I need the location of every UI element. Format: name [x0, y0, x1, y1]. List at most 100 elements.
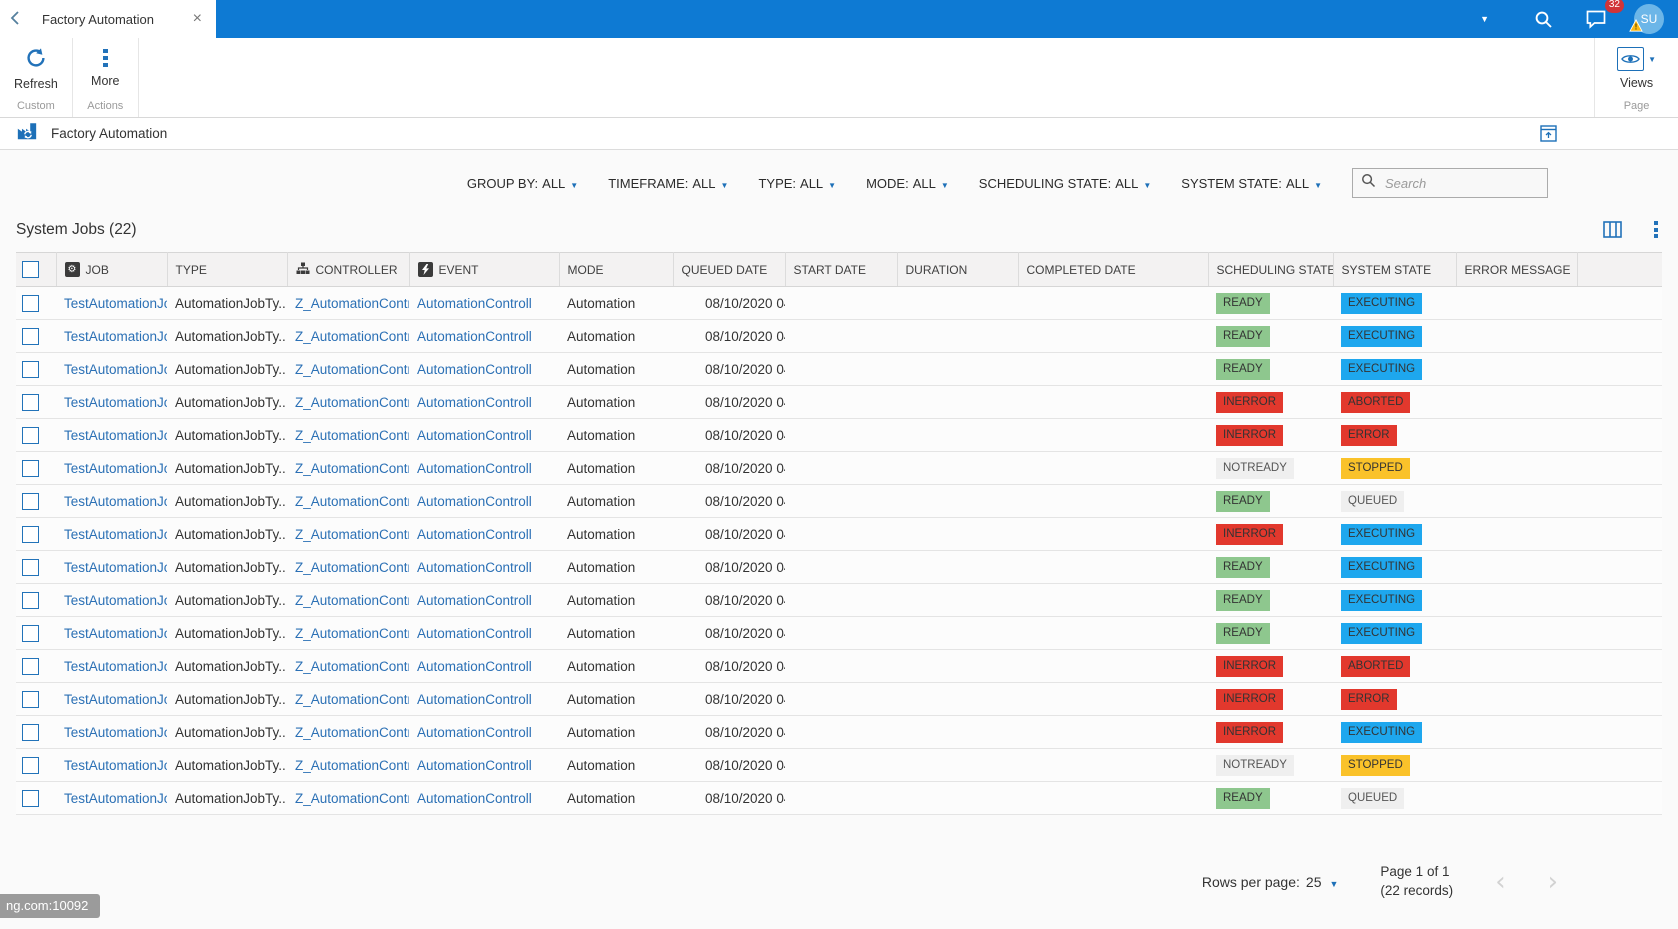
- row-checkbox[interactable]: [22, 426, 39, 444]
- column-header-controller[interactable]: CONTROLLER: [287, 252, 410, 287]
- job-link[interactable]: TestAutomationJob_: [64, 691, 167, 707]
- row-checkbox[interactable]: [22, 624, 39, 642]
- more-button[interactable]: More: [83, 45, 127, 90]
- table-row[interactable]: TestAutomationJob_ AutomationJobTy... Z_…: [16, 352, 1662, 386]
- table-row[interactable]: TestAutomationJob_ AutomationJobTy... Z_…: [16, 418, 1662, 452]
- column-header-queued-date[interactable]: QUEUED DATE: [673, 252, 786, 287]
- controller-link[interactable]: Z_AutomationContr: [295, 658, 409, 674]
- job-link[interactable]: TestAutomationJob_: [64, 559, 167, 575]
- table-row[interactable]: TestAutomationJob_ AutomationJobTy... Z_…: [16, 451, 1662, 485]
- filter-group-by[interactable]: GROUP BY: ALL ▼: [466, 175, 579, 191]
- event-link[interactable]: AutomationControll: [417, 724, 532, 740]
- filter-mode[interactable]: MODE: ALL ▼: [866, 175, 949, 191]
- job-link[interactable]: TestAutomationJob_: [64, 361, 167, 377]
- event-link[interactable]: AutomationControll: [417, 592, 532, 608]
- controller-link[interactable]: Z_AutomationContr: [295, 691, 409, 707]
- column-header-scheduling-state[interactable]: SCHEDULING STATE: [1208, 252, 1334, 287]
- row-checkbox[interactable]: [22, 525, 39, 543]
- controller-link[interactable]: Z_AutomationContr: [295, 526, 409, 542]
- table-row[interactable]: TestAutomationJob_ AutomationJobTy... Z_…: [16, 616, 1662, 650]
- event-link[interactable]: AutomationControll: [417, 658, 532, 674]
- rows-per-page-selector[interactable]: Rows per page: 25 ▼: [1202, 874, 1339, 890]
- grid-more-options-icon[interactable]: [1650, 219, 1662, 240]
- row-checkbox[interactable]: [22, 591, 39, 609]
- table-row[interactable]: TestAutomationJob_ AutomationJobTy... Z_…: [16, 517, 1662, 551]
- table-row[interactable]: TestAutomationJob_ AutomationJobTy... Z_…: [16, 484, 1662, 518]
- column-header-start-date[interactable]: START DATE: [785, 252, 898, 287]
- table-row[interactable]: TestAutomationJob_ AutomationJobTy... Z_…: [16, 748, 1662, 782]
- row-checkbox[interactable]: [22, 327, 39, 345]
- table-row[interactable]: TestAutomationJob_ AutomationJobTy... Z_…: [16, 682, 1662, 716]
- column-header-duration[interactable]: DURATION: [897, 252, 1019, 287]
- back-button[interactable]: [0, 0, 30, 38]
- row-checkbox[interactable]: [22, 393, 39, 411]
- event-link[interactable]: AutomationControll: [417, 757, 532, 773]
- column-header-completed-date[interactable]: COMPLETED DATE: [1018, 252, 1209, 287]
- job-link[interactable]: TestAutomationJob_: [64, 493, 167, 509]
- previous-page-icon[interactable]: ‹: [1495, 866, 1506, 897]
- row-checkbox[interactable]: [22, 360, 39, 378]
- table-row[interactable]: TestAutomationJob_ AutomationJobTy... Z_…: [16, 319, 1662, 353]
- tab-close-icon[interactable]: ×: [192, 10, 202, 27]
- column-header-system-state[interactable]: SYSTEM STATE: [1333, 252, 1457, 287]
- controller-link[interactable]: Z_AutomationContr: [295, 460, 409, 476]
- column-chooser-icon[interactable]: [1603, 221, 1622, 238]
- collapse-panel-icon[interactable]: [1540, 125, 1557, 142]
- controller-link[interactable]: Z_AutomationContr: [295, 493, 409, 509]
- controller-link[interactable]: Z_AutomationContr: [295, 361, 409, 377]
- filter-timeframe[interactable]: TIMEFRAME: ALL ▼: [608, 175, 729, 191]
- messages-icon[interactable]: 32: [1572, 0, 1624, 38]
- table-row[interactable]: TestAutomationJob_ AutomationJobTy... Z_…: [16, 649, 1662, 683]
- job-link[interactable]: TestAutomationJob_: [64, 295, 167, 311]
- event-link[interactable]: AutomationControll: [417, 328, 532, 344]
- event-link[interactable]: AutomationControll: [417, 625, 532, 641]
- select-all-checkbox[interactable]: [22, 261, 39, 278]
- row-checkbox[interactable]: [22, 459, 39, 477]
- table-row[interactable]: TestAutomationJob_ AutomationJobTy... Z_…: [16, 583, 1662, 617]
- job-link[interactable]: TestAutomationJob_: [64, 328, 167, 344]
- job-link[interactable]: TestAutomationJob_: [64, 592, 167, 608]
- event-link[interactable]: AutomationControll: [417, 493, 532, 509]
- controller-link[interactable]: Z_AutomationContr: [295, 757, 409, 773]
- controller-link[interactable]: Z_AutomationContr: [295, 592, 409, 608]
- row-checkbox[interactable]: [22, 294, 39, 312]
- event-link[interactable]: AutomationControll: [417, 295, 532, 311]
- row-checkbox[interactable]: [22, 723, 39, 741]
- event-link[interactable]: AutomationControll: [417, 790, 532, 806]
- controller-link[interactable]: Z_AutomationContr: [295, 724, 409, 740]
- table-row[interactable]: TestAutomationJob_ AutomationJobTy... Z_…: [16, 715, 1662, 749]
- controller-link[interactable]: Z_AutomationContr: [295, 394, 409, 410]
- search-icon[interactable]: [1521, 1, 1566, 38]
- event-link[interactable]: AutomationControll: [417, 460, 532, 476]
- row-checkbox[interactable]: [22, 558, 39, 576]
- job-link[interactable]: TestAutomationJob_: [64, 658, 167, 674]
- filter-system-state[interactable]: SYSTEM STATE: ALL ▼: [1181, 175, 1322, 191]
- job-link[interactable]: TestAutomationJob_: [64, 460, 167, 476]
- navbar-dropdown-caret-icon[interactable]: ▼: [1480, 14, 1489, 24]
- job-link[interactable]: TestAutomationJob_: [64, 427, 167, 443]
- job-link[interactable]: TestAutomationJob_: [64, 526, 167, 542]
- job-link[interactable]: TestAutomationJob_: [64, 724, 167, 740]
- job-link[interactable]: TestAutomationJob_: [64, 625, 167, 641]
- job-link[interactable]: TestAutomationJob_: [64, 790, 167, 806]
- controller-link[interactable]: Z_AutomationContr: [295, 790, 409, 806]
- row-checkbox[interactable]: [22, 657, 39, 675]
- event-link[interactable]: AutomationControll: [417, 691, 532, 707]
- row-checkbox[interactable]: [22, 789, 39, 807]
- event-link[interactable]: AutomationControll: [417, 394, 532, 410]
- search-input[interactable]: [1383, 174, 1539, 192]
- table-row[interactable]: TestAutomationJob_ AutomationJobTy... Z_…: [16, 781, 1662, 815]
- event-link[interactable]: AutomationControll: [417, 559, 532, 575]
- column-header-mode[interactable]: MODE: [559, 252, 674, 287]
- refresh-button[interactable]: Refresh: [6, 45, 66, 93]
- filter-type[interactable]: TYPE: ALL ▼: [758, 175, 837, 191]
- table-row[interactable]: TestAutomationJob_ AutomationJobTy... Z_…: [16, 385, 1662, 419]
- column-header-error-message[interactable]: ERROR MESSAGE: [1456, 252, 1578, 287]
- event-link[interactable]: AutomationControll: [417, 526, 532, 542]
- controller-link[interactable]: Z_AutomationContr: [295, 559, 409, 575]
- column-header-event[interactable]: EVENT: [409, 252, 560, 287]
- row-checkbox[interactable]: [22, 756, 39, 774]
- job-link[interactable]: TestAutomationJob_: [64, 394, 167, 410]
- event-link[interactable]: AutomationControll: [417, 427, 532, 443]
- filter-scheduling-state[interactable]: SCHEDULING STATE: ALL ▼: [978, 175, 1152, 191]
